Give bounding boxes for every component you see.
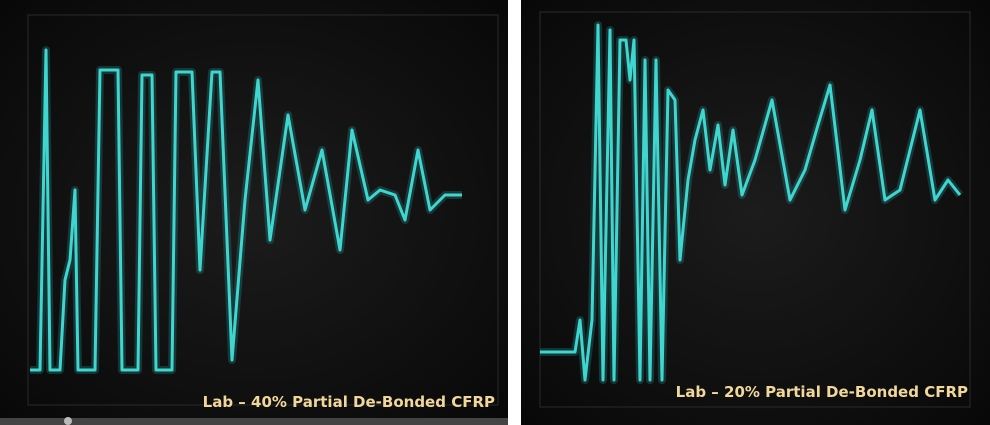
slider-track <box>0 418 508 425</box>
panel-left: Lab – 40% Partial De-Bonded CFRP <box>0 0 508 425</box>
slider-knob <box>64 417 72 425</box>
caption: Lab – 40% Partial De-Bonded CFRP <box>203 393 495 411</box>
screen <box>0 0 508 425</box>
waveform <box>540 23 962 382</box>
caption: Lab – 20% Partial De-Bonded CFRP <box>676 383 968 401</box>
panel-right: Lab – 20% Partial De-Bonded CFRP <box>521 0 990 425</box>
graticule <box>27 14 499 406</box>
graticule <box>539 11 971 408</box>
waveform <box>30 48 462 372</box>
